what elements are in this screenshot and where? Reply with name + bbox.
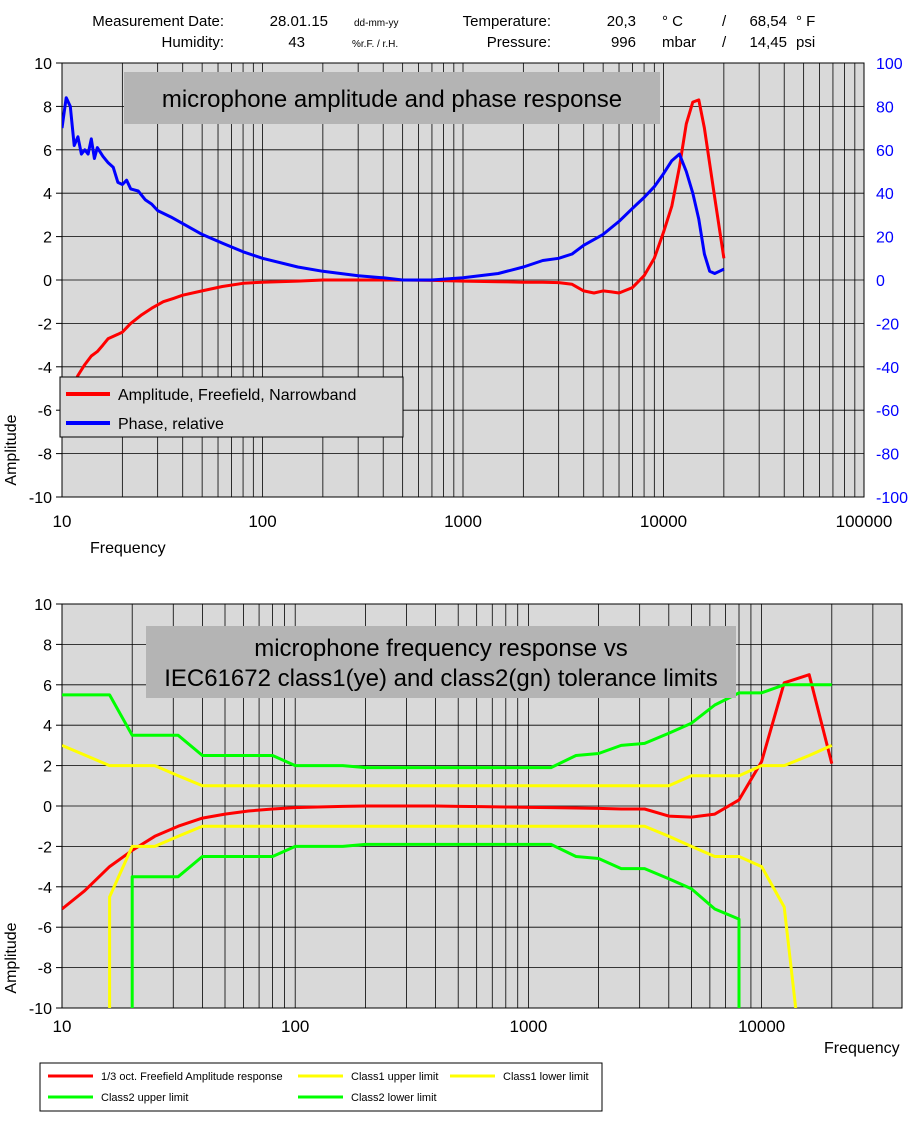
series-group [62,673,834,1008]
y-tick-label: 4 [43,718,52,735]
x-tick-label: 100000 [836,512,893,531]
x-tick-label: 10000 [738,1017,785,1036]
y-tick-label: 8 [43,637,52,654]
chart-title: microphone amplitude and phase response [162,86,622,113]
temperature-f-unit: ° F [796,13,816,30]
humidity-label: Humidity: [161,34,224,51]
series-group [62,96,726,433]
y2-tick-label: 80 [876,99,894,116]
chart-title-box [124,72,660,124]
y-tick-label: -10 [29,490,52,507]
pressure-separator: / [722,34,727,51]
y-tick-label: -2 [38,316,52,333]
y2-tick-label: 20 [876,230,894,247]
humidity-unit: %r.F. / r.H. [352,39,399,50]
legend: Amplitude, Freefield, Narrowband Phase, r… [59,376,404,438]
y2-tick-label: -20 [876,316,899,333]
pressure-psi-unit: psi [796,34,816,51]
y-tick-label: 6 [43,678,52,695]
x-axis-label: Frequency [90,540,166,557]
y2-tick-label: -100 [876,490,908,507]
measurement-date-value: 28.01.15 [269,13,328,30]
y-tick-label: -8 [38,447,52,464]
temperature-separator: / [722,13,727,30]
pressure-mbar-unit: mbar [662,34,697,51]
pressure-label: Pressure: [486,34,551,51]
legend-label-1: Class1 upper limit [351,1071,438,1083]
amplitude-phase-chart: 1086420-2-4-6-8-10100806040200-20-40-60-… [3,56,908,557]
series-line-3 [62,683,832,770]
y-tick-label: 0 [43,273,52,290]
y-tick-label: 10 [34,56,52,73]
measurement-date-label: Measurement Date: [92,13,224,30]
pressure-psi-value: 14,45 [749,34,787,51]
y2-tick-label: 100 [876,56,903,73]
date-format: dd-mm-yy [354,18,399,29]
y-tick-label: 2 [43,230,52,247]
series-line-1 [62,744,833,788]
legend-label-0: 1/3 oct. Freefield Amplitude response [101,1071,283,1083]
y-tick-label: -4 [38,880,52,897]
x-tick-label: 10 [53,1017,72,1036]
x-tick-label: 1000 [509,1017,547,1036]
y-tick-label: 8 [43,99,52,116]
legend-label-phase: Phase, relative [118,416,224,433]
y-tick-label: -2 [38,839,52,856]
y-tick-label: 0 [43,799,52,816]
series-line-0 [62,673,834,911]
legend-label-3: Class2 upper limit [101,1092,188,1104]
x-tick-label: 1000 [444,512,482,531]
y-tick-label: 4 [43,186,52,203]
legend-label-amplitude: Amplitude, Freefield, Narrowband [118,387,356,404]
series-line-4 [130,842,741,1008]
y2-tick-label: -60 [876,403,899,420]
y-tick-label: 6 [43,143,52,160]
temperature-f-value: 68,54 [749,13,787,30]
x-tick-label: 100 [281,1017,309,1036]
y2-tick-label: 40 [876,186,894,203]
y-tick-label: 10 [34,597,52,614]
y2-tick-label: -40 [876,360,899,377]
x-tick-label: 10 [53,512,72,531]
x-tick-label: 100 [248,512,276,531]
chart-title-line-1: microphone frequency response vs [254,635,628,662]
chart-title-box [146,626,736,698]
legend-box [39,1062,603,1112]
y-tick-label: -10 [29,1001,52,1018]
y-axis-label: Amplitude [3,414,20,485]
humidity-value: 43 [288,34,305,51]
pressure-mbar-value: 996 [610,34,636,51]
legend-label-2: Class1 lower limit [503,1071,589,1083]
x-axis-label: Frequency [824,1040,900,1057]
y-tick-label: -6 [38,920,52,937]
y-tick-label: 2 [43,759,52,776]
series-line-2 [108,824,798,1008]
y-tick-label: -6 [38,403,52,420]
y2-tick-label: 60 [876,143,894,160]
temperature-c-unit: ° C [662,13,683,30]
y2-tick-label: -80 [876,447,899,464]
temperature-c-value: 20,3 [606,13,636,30]
legend-label-4: Class2 lower limit [351,1092,437,1104]
y-tick-label: -4 [38,360,52,377]
chart-title-line-2: IEC61672 class1(ye) and class2(gn) toler… [164,665,718,692]
y2-tick-label: 0 [876,273,885,290]
series-line-1 [62,96,725,282]
temperature-label: Temperature: [462,13,551,30]
legend-box [59,376,404,438]
y-tick-label: -8 [38,961,52,978]
x-tick-label: 10000 [640,512,687,531]
y-axis-label: Amplitude [3,922,20,993]
legend: 1/3 oct. Freefield Amplitude response Cla… [39,1062,603,1112]
